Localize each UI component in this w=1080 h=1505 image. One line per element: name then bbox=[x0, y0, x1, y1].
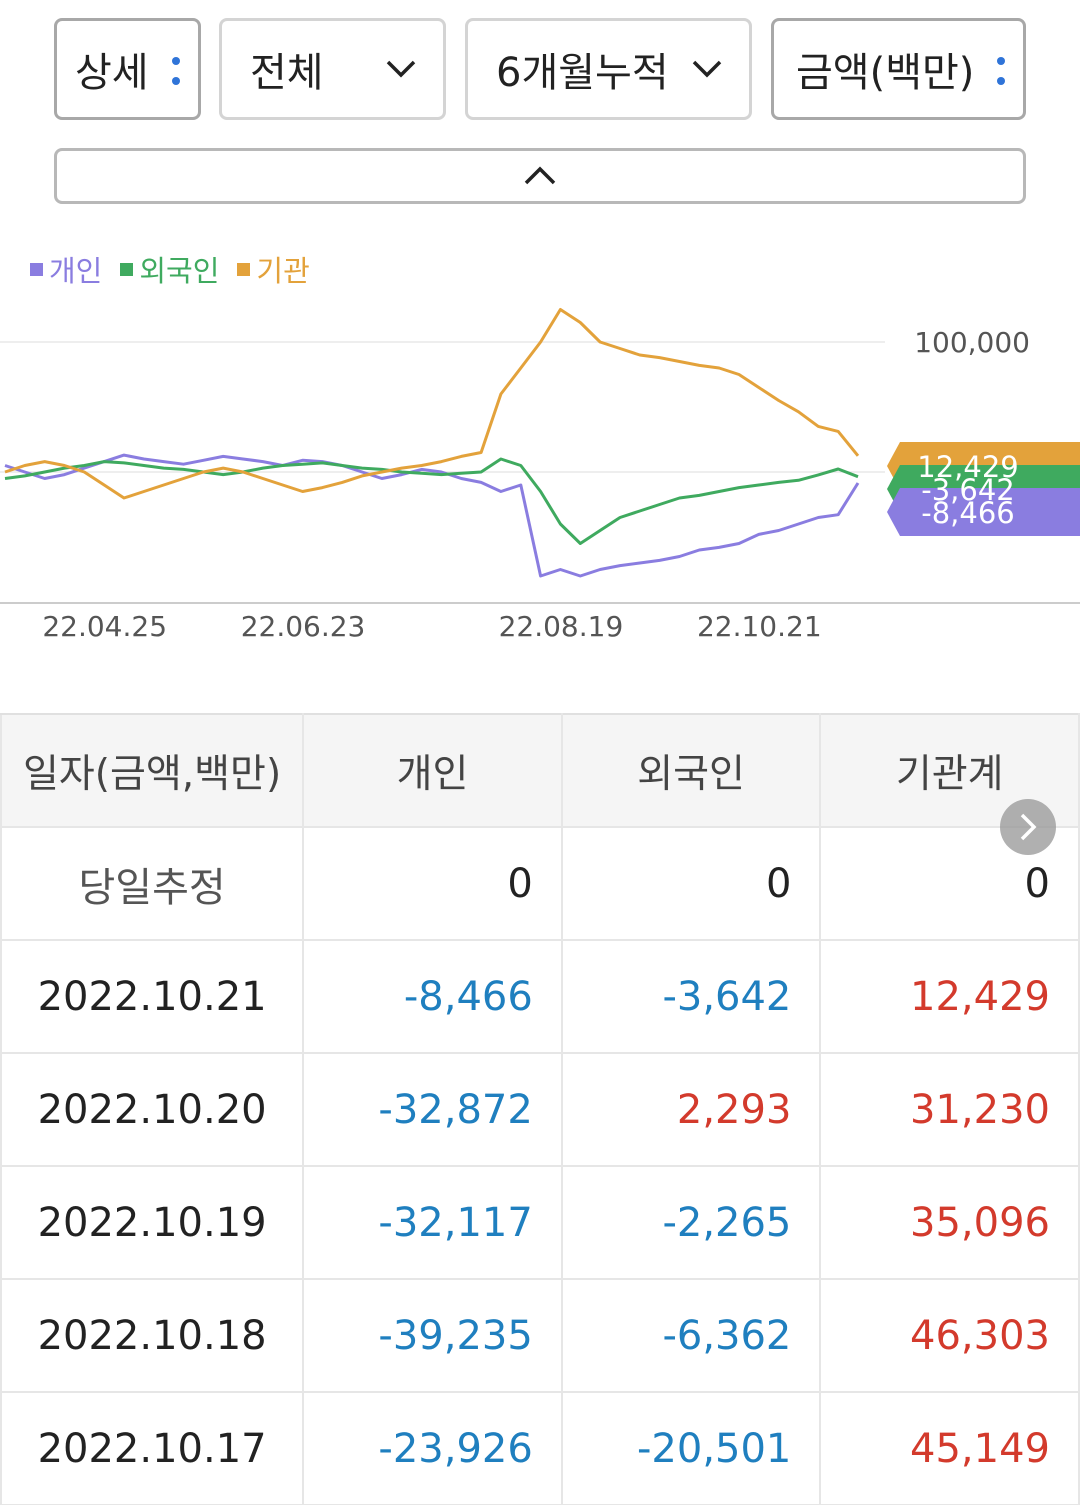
foreign-cell: -20,501 bbox=[560, 1391, 822, 1505]
header-individual: 개인 bbox=[302, 713, 563, 828]
x-tick-label: 22.08.19 bbox=[499, 610, 624, 643]
legend-swatch bbox=[237, 262, 251, 276]
date-cell: 2022.10.20 bbox=[0, 1052, 305, 1167]
detail-filter-button[interactable]: 상세 bbox=[54, 18, 201, 120]
institution-cell: 46,303 bbox=[819, 1278, 1080, 1393]
header-date: 일자(금액,백만) bbox=[0, 713, 305, 828]
legend-swatch bbox=[120, 262, 134, 276]
x-tick-label: 22.06.23 bbox=[241, 610, 366, 643]
table-row[interactable]: 2022.10.21 -8,466 -3,642 12,429 bbox=[0, 939, 1080, 1054]
legend-swatch bbox=[30, 262, 43, 276]
institution-cell: 35,096 bbox=[819, 1165, 1080, 1280]
individual-cell: -23,926 bbox=[302, 1391, 563, 1505]
legend-label: 외국인 bbox=[139, 254, 220, 288]
individual-cell: -32,872 bbox=[302, 1052, 563, 1167]
foreign-cell: 0 bbox=[560, 826, 822, 941]
period-dropdown-label: 6개월누적 bbox=[496, 50, 669, 96]
legend-label: 기관 bbox=[256, 254, 310, 288]
scope-dropdown[interactable]: 전체 bbox=[219, 18, 446, 120]
table-header-row: 일자(금액,백만) 개인 외국인 기관계 bbox=[0, 713, 1080, 828]
end-value-flag bbox=[887, 488, 1080, 536]
unit-filter-button[interactable]: 금액(백만) bbox=[771, 18, 1026, 120]
individual-cell: -8,466 bbox=[302, 939, 563, 1054]
individual-cell: -32,117 bbox=[302, 1165, 563, 1280]
trading-table: 일자(금액,백만) 개인 외국인 기관계 당일추정 0 0 0 2022.10.21 -8… bbox=[0, 713, 1080, 1505]
series-line-0 bbox=[4, 453, 860, 578]
cumulative-trading-chart: 100,000 22.04.25 22.06.23 22.08.19 22.10.21 -… bbox=[0, 308, 1080, 643]
table-row[interactable]: 2022.10.20 -32,872 2,293 31,230 bbox=[0, 1052, 1080, 1167]
individual-cell: -39,235 bbox=[302, 1278, 563, 1393]
chevron-up-icon bbox=[524, 166, 556, 185]
kebab-menu-icon bbox=[172, 57, 180, 87]
period-dropdown[interactable]: 6개월누적 bbox=[465, 18, 752, 120]
legend-item-institution: 기관 bbox=[237, 248, 310, 290]
table-row[interactable]: 당일추정 0 0 0 bbox=[0, 826, 1080, 941]
date-cell: 2022.10.18 bbox=[0, 1278, 305, 1393]
end-value-label: -3,642 bbox=[921, 473, 1015, 507]
kebab-menu-icon bbox=[997, 57, 1005, 87]
x-tick-label: 22.04.25 bbox=[42, 610, 167, 643]
institution-cell: 45,149 bbox=[819, 1391, 1080, 1505]
foreign-cell: 2,293 bbox=[560, 1052, 822, 1167]
foreign-cell: -3,642 bbox=[560, 939, 822, 1054]
scope-dropdown-label: 전체 bbox=[250, 50, 324, 96]
chevron-down-icon bbox=[692, 60, 722, 78]
foreign-cell: -6,362 bbox=[560, 1278, 822, 1393]
table-row[interactable]: 2022.10.17 -23,926 -20,501 45,149 bbox=[0, 1391, 1080, 1505]
chart-legend: 개인 외국인 기관 bbox=[30, 248, 310, 290]
legend-item-individual: 개인 bbox=[30, 248, 102, 290]
legend-item-foreign: 외국인 bbox=[120, 248, 219, 290]
x-tick-label: 22.10.21 bbox=[697, 610, 822, 643]
date-cell: 2022.10.17 bbox=[0, 1391, 305, 1505]
table-row[interactable]: 2022.10.19 -32,117 -2,265 35,096 bbox=[0, 1165, 1080, 1280]
unit-filter-label: 금액(백만) bbox=[796, 50, 975, 96]
header-foreign: 외국인 bbox=[560, 713, 822, 828]
series-line-2 bbox=[4, 308, 860, 500]
date-cell: 당일추정 bbox=[0, 826, 305, 941]
legend-label: 개인 bbox=[49, 254, 103, 288]
institution-cell: 12,429 bbox=[819, 939, 1080, 1054]
collapse-toggle-button[interactable] bbox=[54, 148, 1026, 204]
end-value-label: -8,466 bbox=[921, 496, 1015, 530]
individual-cell: 0 bbox=[302, 826, 563, 941]
chevron-down-icon bbox=[386, 60, 416, 78]
end-value-label: 12,429 bbox=[917, 450, 1018, 484]
date-cell: 2022.10.21 bbox=[0, 939, 305, 1054]
table-row[interactable]: 2022.10.18 -39,235 -6,362 46,303 bbox=[0, 1278, 1080, 1393]
series-line-1 bbox=[4, 457, 859, 545]
y-tick-label: 100,000 bbox=[914, 326, 1030, 359]
institution-cell: 31,230 bbox=[819, 1052, 1080, 1167]
chevron-right-icon bbox=[1020, 813, 1037, 841]
date-cell: 2022.10.19 bbox=[0, 1165, 305, 1280]
scroll-right-button[interactable] bbox=[1000, 799, 1056, 855]
foreign-cell: -2,265 bbox=[560, 1165, 822, 1280]
detail-filter-label: 상세 bbox=[75, 50, 149, 96]
